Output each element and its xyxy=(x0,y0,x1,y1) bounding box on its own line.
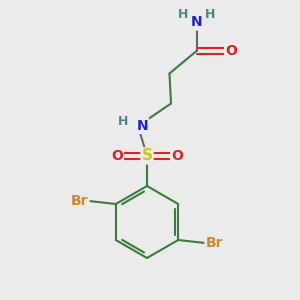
Text: Br: Br xyxy=(206,236,223,250)
Text: O: O xyxy=(171,149,183,163)
Text: Br: Br xyxy=(71,194,88,208)
Text: O: O xyxy=(225,44,237,58)
Text: H: H xyxy=(178,8,188,22)
Text: N: N xyxy=(191,16,202,29)
Text: S: S xyxy=(142,148,152,164)
Text: O: O xyxy=(111,149,123,163)
Text: H: H xyxy=(205,8,215,22)
Text: N: N xyxy=(137,119,148,133)
Text: H: H xyxy=(118,115,128,128)
